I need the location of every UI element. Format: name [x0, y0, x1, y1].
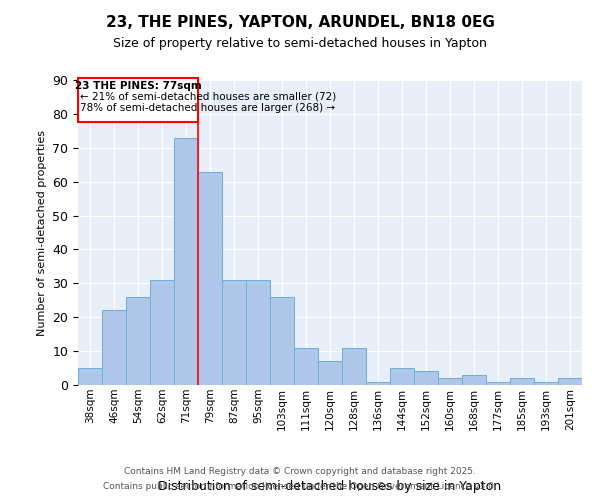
Text: Contains public sector information licensed under the Open Government Licence v3: Contains public sector information licen…: [103, 482, 497, 491]
Text: Size of property relative to semi-detached houses in Yapton: Size of property relative to semi-detach…: [113, 38, 487, 51]
Bar: [270, 297, 294, 385]
Bar: [246, 280, 270, 385]
Text: 23 THE PINES: 77sqm: 23 THE PINES: 77sqm: [74, 81, 202, 91]
Bar: [150, 280, 174, 385]
Bar: [198, 172, 222, 385]
Bar: [534, 382, 558, 385]
Bar: [462, 375, 486, 385]
Bar: [486, 382, 510, 385]
Bar: [414, 372, 438, 385]
Bar: [222, 280, 246, 385]
Bar: [390, 368, 414, 385]
FancyBboxPatch shape: [79, 78, 197, 122]
Bar: [294, 348, 318, 385]
Bar: [510, 378, 534, 385]
Bar: [366, 382, 390, 385]
Bar: [318, 362, 342, 385]
Text: 78% of semi-detached houses are larger (268) →: 78% of semi-detached houses are larger (…: [80, 102, 335, 113]
Bar: [102, 310, 126, 385]
Bar: [78, 368, 102, 385]
Text: ← 21% of semi-detached houses are smaller (72): ← 21% of semi-detached houses are smalle…: [80, 92, 337, 102]
Y-axis label: Number of semi-detached properties: Number of semi-detached properties: [37, 130, 47, 336]
X-axis label: Distribution of semi-detached houses by size in Yapton: Distribution of semi-detached houses by …: [158, 480, 502, 493]
Bar: [126, 297, 150, 385]
Bar: [438, 378, 462, 385]
Bar: [558, 378, 582, 385]
Text: Contains HM Land Registry data © Crown copyright and database right 2025.: Contains HM Land Registry data © Crown c…: [124, 467, 476, 476]
Bar: [342, 348, 366, 385]
Bar: [174, 138, 198, 385]
Text: 23, THE PINES, YAPTON, ARUNDEL, BN18 0EG: 23, THE PINES, YAPTON, ARUNDEL, BN18 0EG: [106, 15, 494, 30]
